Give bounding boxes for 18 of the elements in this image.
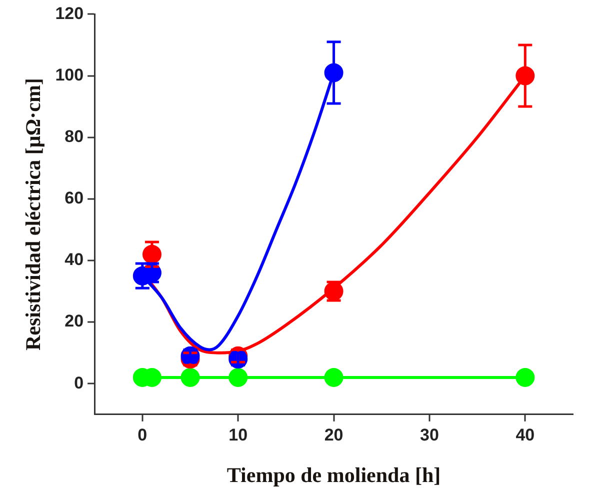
x-tick-label: 30 xyxy=(420,425,439,444)
point xyxy=(324,368,344,387)
x-axis-title: Tiempo de molienda [h] xyxy=(226,462,441,487)
y-tick-label: 80 xyxy=(64,127,84,146)
x-tick-label: 20 xyxy=(324,425,344,444)
y-tick-label: 0 xyxy=(74,373,84,392)
x-tick-label: 0 xyxy=(138,425,148,444)
point xyxy=(228,368,248,387)
y-axis-title: Resistividad eléctrica [μΩ·cm] xyxy=(21,78,46,351)
point xyxy=(180,368,200,387)
y-tick-label: 60 xyxy=(64,188,84,208)
x-tick-label: 10 xyxy=(228,425,248,444)
point xyxy=(516,368,535,387)
x-tick-label: 40 xyxy=(516,425,535,444)
y-tick-label: 100 xyxy=(55,65,84,84)
y-tick-label: 20 xyxy=(64,312,84,331)
y-tick-label: 120 xyxy=(55,4,84,23)
y-tick-label: 40 xyxy=(64,250,84,270)
